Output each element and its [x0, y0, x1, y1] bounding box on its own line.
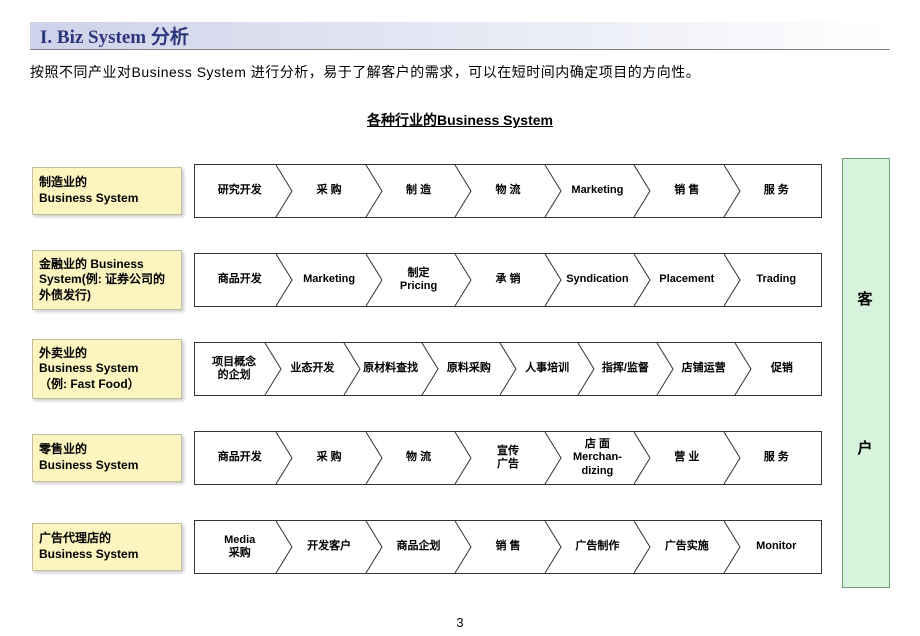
- chevron-label: 指挥/监督: [602, 362, 649, 375]
- chevron-label: Trading: [756, 273, 796, 286]
- chevron-label: 人事培训: [525, 362, 569, 375]
- chevron-step: 采 购: [284, 432, 373, 484]
- chevron-step: 销 售: [463, 521, 552, 573]
- chart-row: 制造业的 Business System 研究开发 采 购 制 造 物 流 Marketi…: [32, 158, 822, 224]
- chevron-track: 商品开发 采 购 物 流 宣传 广告 店 面 Merchan- dizing 营 业 服 务: [194, 431, 822, 485]
- chevron-label: 广告实施: [665, 540, 709, 553]
- subtitle: 按照不同产业对Business System 进行分析，易于了解客户的需求，可以…: [30, 62, 700, 82]
- customer-box: 客 户: [842, 158, 890, 588]
- row-label: 外卖业的 Business System （例: Fast Food）: [32, 339, 182, 399]
- chevron-step: Syndication: [553, 254, 642, 306]
- chart-title: 各种行业的Business System: [0, 110, 920, 130]
- chevron-label: 原料采购: [447, 362, 491, 375]
- chevron-label: 项目概念 的企划: [212, 356, 256, 382]
- chevron-step: 商品企划: [374, 521, 463, 573]
- chevron-label: 店 面 Merchan- dizing: [573, 438, 622, 478]
- chevron-label: 促销: [771, 362, 793, 375]
- chevron-step: 人事培训: [508, 343, 586, 395]
- chevron-step: 物 流: [463, 165, 552, 217]
- chevron-label: 开发客户: [307, 540, 351, 553]
- chevron-track: 研究开发 采 购 制 造 物 流 Marketing 销 售 服 务: [194, 164, 822, 218]
- chevron-step: 商品开发: [195, 432, 284, 484]
- chevron-step: 项目概念 的企划: [195, 343, 273, 395]
- chevron-step: 原料采购: [430, 343, 508, 395]
- chevron-step: Monitor: [732, 521, 821, 573]
- page-title: I. Biz System 分析: [40, 22, 189, 49]
- chevron-step: 促销: [743, 343, 821, 395]
- chart-row: 外卖业的 Business System （例: Fast Food）项目概念 …: [32, 336, 822, 402]
- chevron-label: 采 购: [317, 451, 342, 464]
- chevron-label: 营 业: [674, 451, 699, 464]
- chevron-step: Marketing: [553, 165, 642, 217]
- chevron-label: 商品开发: [218, 273, 262, 286]
- chevron-label: 采 购: [317, 184, 342, 197]
- chevron-step: 店 面 Merchan- dizing: [553, 432, 642, 484]
- chevron-label: 服 务: [764, 184, 789, 197]
- chevron-track: 项目概念 的企划 业态开发 原材料查找 原料采购 人事培训 指挥/监督 店铺运营 促销: [194, 342, 822, 396]
- chevron-label: 商品企划: [397, 540, 441, 553]
- chevron-label: Media 采购: [224, 534, 255, 560]
- chevron-label: Placement: [659, 273, 714, 286]
- chevron-label: 原材料查找: [363, 362, 418, 375]
- chevron-step: 服 务: [732, 432, 821, 484]
- chevron-label: 店铺运营: [682, 362, 726, 375]
- chevron-label: Marketing: [571, 184, 623, 197]
- chevron-step: 宣传 广告: [463, 432, 552, 484]
- chart-row: 零售业的 Business System 商品开发 采 购 物 流 宣传 广告 店 面 M…: [32, 425, 822, 491]
- chevron-label: 承 销: [495, 273, 520, 286]
- chevron-step: Media 采购: [195, 521, 284, 573]
- chevron-step: 销 售: [642, 165, 731, 217]
- chevron-label: 物 流: [406, 451, 431, 464]
- chevron-label: 销 售: [674, 184, 699, 197]
- chevron-step: 店铺运营: [665, 343, 743, 395]
- chevron-step: 商品开发: [195, 254, 284, 306]
- chevron-label: 广告制作: [575, 540, 619, 553]
- chevron-step: 广告制作: [553, 521, 642, 573]
- chart-row: 广告代理店的 Business System Media 采购 开发客户 商品企划 销 …: [32, 514, 822, 580]
- chevron-step: 业态开发: [273, 343, 351, 395]
- chevron-label: 制 造: [406, 184, 431, 197]
- row-label: 零售业的 Business System: [32, 434, 182, 482]
- row-label: 制造业的 Business System: [32, 167, 182, 215]
- chevron-track: Media 采购 开发客户 商品企划 销 售 广告制作 广告实施 Monitor: [194, 520, 822, 574]
- chevron-step: 承 销: [463, 254, 552, 306]
- chevron-track: 商品开发 Marketing 制定 Pricing 承 销 Syndication Pla…: [194, 253, 822, 307]
- customer-char-1: 客: [857, 288, 874, 309]
- page-number: 3: [0, 615, 920, 630]
- chevron-step: 制 造: [374, 165, 463, 217]
- chevron-label: Marketing: [303, 273, 355, 286]
- chevron-step: 原材料查找: [352, 343, 430, 395]
- chevron-label: 制定 Pricing: [400, 267, 437, 293]
- chevron-label: 商品开发: [218, 451, 262, 464]
- row-label: 金融业的 Business System(例: 证券公司的外债发行): [32, 250, 182, 310]
- chevron-step: 开发客户: [284, 521, 373, 573]
- rows-container: 制造业的 Business System研究开发采 购制 造物 流Marketi…: [32, 158, 822, 603]
- chevron-label: 物 流: [495, 184, 520, 197]
- chevron-label: Monitor: [756, 540, 796, 553]
- chevron-label: 研究开发: [218, 184, 262, 197]
- chevron-step: Marketing: [284, 254, 373, 306]
- row-label: 广告代理店的 Business System: [32, 523, 182, 571]
- chevron-step: 营 业: [642, 432, 731, 484]
- chevron-step: Placement: [642, 254, 731, 306]
- chevron-label: 业态开发: [290, 362, 334, 375]
- customer-char-2: 户: [857, 437, 874, 458]
- title-bar: I. Biz System 分析: [30, 22, 890, 50]
- chevron-step: 指挥/监督: [586, 343, 664, 395]
- chevron-step: 服 务: [732, 165, 821, 217]
- chevron-step: 广告实施: [642, 521, 731, 573]
- chevron-label: 销 售: [495, 540, 520, 553]
- chevron-step: 研究开发: [195, 165, 284, 217]
- chevron-step: 制定 Pricing: [374, 254, 463, 306]
- chevron-step: 物 流: [374, 432, 463, 484]
- chevron-label: 宣传 广告: [497, 445, 519, 471]
- chevron-step: Trading: [732, 254, 821, 306]
- chevron-label: 服 务: [764, 451, 789, 464]
- chevron-label: Syndication: [566, 273, 628, 286]
- chart-row: 金融业的 Business System(例: 证券公司的外债发行) 商品开发 Ma…: [32, 247, 822, 313]
- chevron-step: 采 购: [284, 165, 373, 217]
